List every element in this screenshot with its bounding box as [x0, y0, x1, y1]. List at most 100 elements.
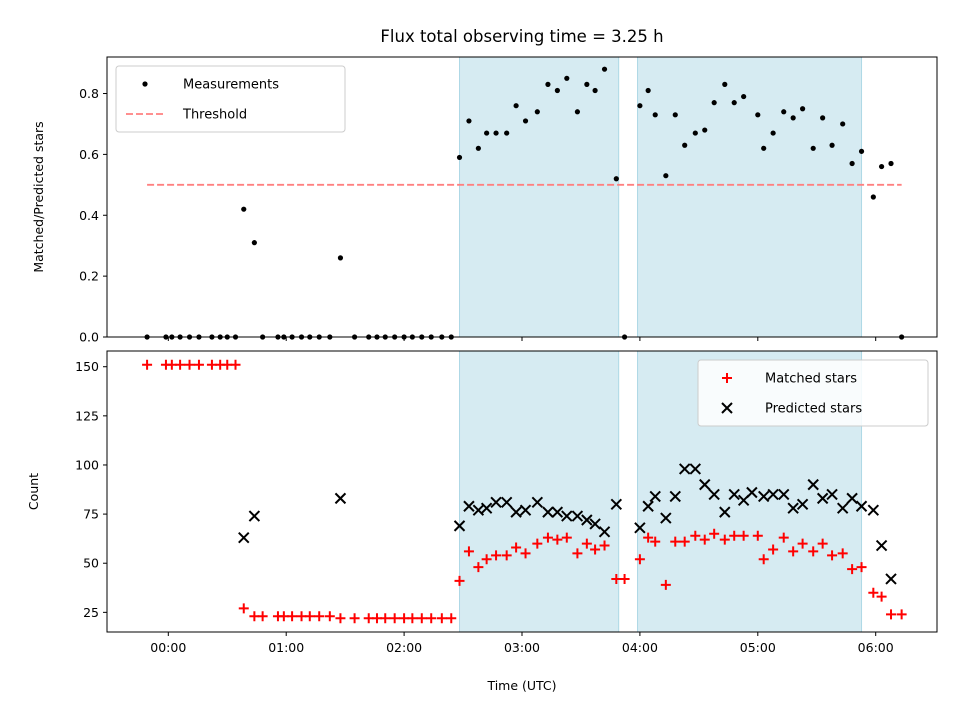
data-point [787, 502, 799, 514]
y-tick-label: 0.4 [79, 208, 99, 223]
data-point [788, 546, 799, 557]
data-point [453, 520, 466, 532]
data-point [551, 506, 564, 518]
data-point [581, 538, 592, 549]
data-point [314, 611, 325, 622]
data-point [238, 603, 249, 614]
data-point [589, 518, 601, 530]
data-point [690, 530, 701, 541]
data-point [484, 130, 490, 136]
data-point [436, 613, 447, 624]
data-point [746, 486, 758, 499]
data-point [886, 609, 897, 620]
data-point [337, 255, 344, 261]
data-point [545, 81, 551, 87]
series-predicted-stars [238, 463, 897, 585]
data-point [175, 359, 186, 370]
data-point [770, 130, 776, 136]
legend-box [115, 65, 346, 133]
legend-box [697, 359, 929, 427]
data-point [574, 109, 581, 115]
data-point [519, 504, 532, 516]
data-point [500, 496, 513, 509]
data-point [554, 87, 560, 94]
data-point [643, 532, 654, 543]
data-point [466, 118, 472, 124]
data-point [613, 176, 619, 182]
data-point [446, 613, 457, 624]
data-point [829, 142, 835, 148]
data-point [475, 145, 481, 151]
data-point [778, 532, 789, 543]
data-point [796, 498, 809, 510]
data-point [335, 613, 346, 624]
data-point [689, 463, 702, 475]
data-point [790, 115, 796, 121]
data-point [679, 536, 690, 547]
data-point [692, 130, 698, 136]
data-point [564, 75, 570, 81]
data-point [542, 532, 553, 543]
y-tick-label: 75 [83, 507, 99, 522]
data-point [380, 613, 391, 624]
data-point [778, 488, 790, 501]
observing-interval-shade [459, 350, 620, 633]
data-point [193, 359, 204, 370]
data-point [463, 546, 474, 557]
data-point [251, 240, 257, 246]
data-point [896, 609, 907, 620]
legend-entry-label: Threshold [182, 108, 247, 123]
data-point [619, 573, 630, 584]
data-point [797, 538, 808, 549]
y-axis-label: Matched/Predicted stars [31, 121, 46, 272]
y-tick-label: 0.2 [79, 269, 99, 284]
data-point [870, 194, 876, 200]
data-point [501, 550, 512, 561]
data-point [826, 488, 838, 501]
legend-marker-swatch [142, 81, 148, 87]
data-point [601, 66, 608, 72]
x-axis-label: Time (UTC) [486, 678, 556, 693]
data-point [542, 506, 554, 518]
data-point [817, 538, 828, 549]
y-axis-label: Count [26, 473, 41, 510]
data-point [702, 127, 708, 133]
data-point [840, 121, 846, 127]
data-point [257, 611, 268, 622]
top-panel: 0.0 0.2 0.4 0.6 0.8 Matched/Predicted stars Me… [31, 56, 938, 345]
data-point [711, 100, 717, 106]
data-point [571, 510, 584, 522]
data-point [708, 488, 720, 501]
data-point [463, 500, 475, 512]
data-point [637, 103, 643, 109]
data-point [650, 536, 661, 547]
data-point [504, 130, 510, 136]
x-tick-label: 03:00 [504, 640, 540, 655]
data-point [532, 538, 543, 549]
data-point [304, 611, 315, 622]
data-point [670, 536, 681, 547]
x-tick-label: 06:00 [858, 640, 894, 655]
data-point [827, 550, 838, 561]
data-point [490, 496, 502, 509]
y-tick-label: 125 [75, 408, 99, 423]
data-point [552, 534, 563, 545]
series-matched-stars [142, 359, 907, 624]
data-point [672, 112, 678, 118]
data-point [758, 554, 769, 565]
data-point [472, 504, 485, 516]
y-tick-label: 0.6 [79, 147, 99, 162]
data-point [799, 106, 806, 112]
data-point [846, 492, 858, 505]
data-point [610, 498, 623, 510]
data-point [868, 587, 879, 598]
legend-entry-label: Measurements [183, 78, 279, 93]
data-point [599, 540, 610, 551]
y-tick-label: 100 [75, 457, 99, 472]
data-point [584, 81, 590, 87]
y-tick-label: 150 [75, 359, 99, 374]
data-point [454, 575, 465, 586]
data-point [728, 488, 740, 501]
data-point [248, 510, 261, 522]
x-tick-label: 05:00 [740, 640, 776, 655]
